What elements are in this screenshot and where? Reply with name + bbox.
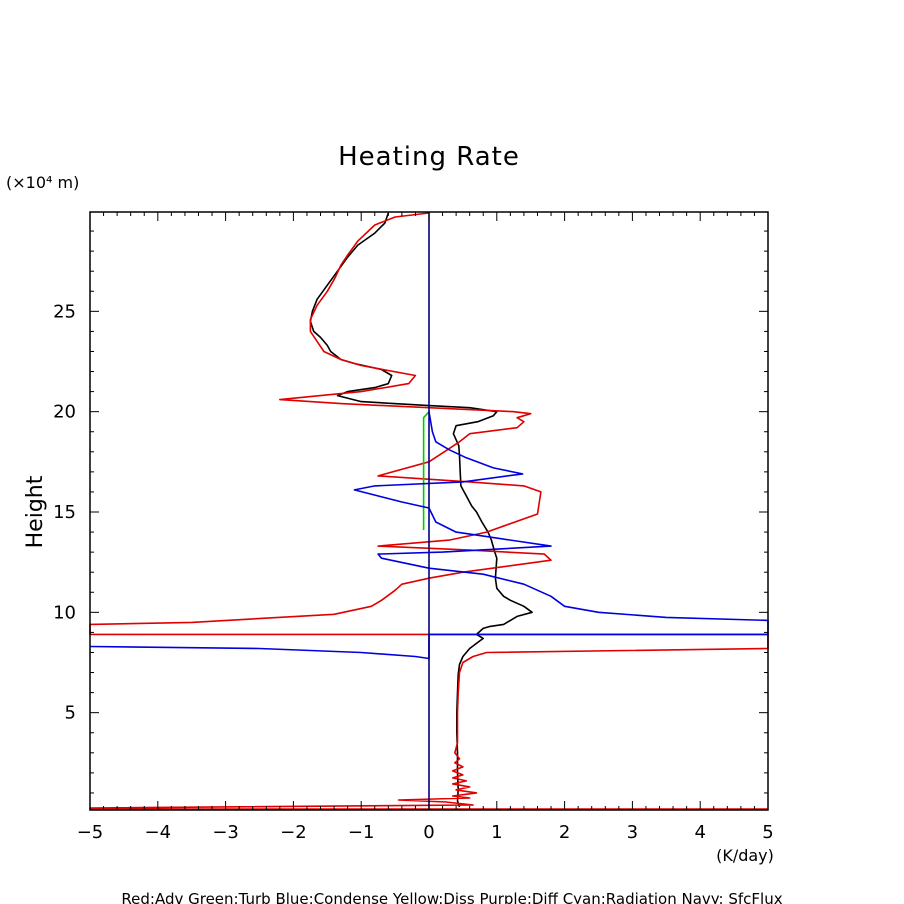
x-tick-label: −1 (348, 822, 375, 843)
y-tick-label: 20 (53, 402, 76, 423)
y-tick-label: 15 (53, 502, 76, 523)
x-axis-label: (K/day) (716, 846, 774, 865)
legend-text: Red:Adv Green:Turb Blue:Condense Yellow:… (121, 890, 782, 904)
x-tick-label: −2 (280, 822, 307, 843)
series-line-total (309, 212, 533, 808)
x-tick-label: 4 (694, 822, 705, 843)
x-tick-label: −5 (77, 822, 104, 843)
series-line-green-turb (422, 411, 430, 531)
plot-frame (89, 211, 769, 811)
y-axis-label: Height (23, 475, 48, 548)
ticks-layer: −5 −4 −3 −2 −1 0 1 2 3 4 5 5 10 15 20 25 (53, 212, 774, 843)
y-tick-label: 25 (53, 301, 76, 322)
series-layer (89, 212, 769, 810)
x-tick-label: 0 (423, 822, 434, 843)
x-tick-label: 2 (559, 822, 570, 843)
x-tick-label: 3 (627, 822, 638, 843)
series-line-red-adv (89, 212, 769, 810)
x-tick-label: 1 (491, 822, 502, 843)
x-tick-label: −3 (212, 822, 239, 843)
x-tick-label: 5 (762, 822, 773, 843)
y-tick-label: 5 (65, 703, 76, 724)
chart-title: Heating Rate (338, 142, 520, 172)
x-tick-label: −4 (145, 822, 172, 843)
y-tick-label: 10 (53, 602, 76, 623)
series-line-blue-condense (89, 411, 769, 660)
y-unit-label: (×10⁴ m) (6, 173, 79, 192)
